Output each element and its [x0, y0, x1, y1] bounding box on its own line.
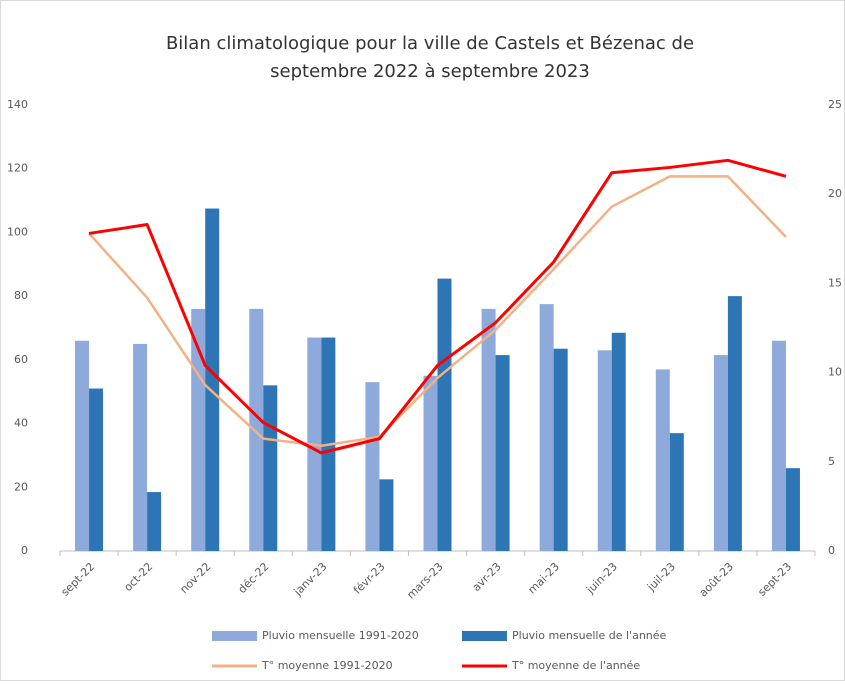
bar [263, 385, 278, 551]
bar [611, 332, 626, 551]
bar [553, 348, 568, 551]
bar [669, 433, 684, 551]
legend-label: Pluvio mensuelle de l'année [512, 629, 667, 642]
y-tick-label: 40 [14, 417, 28, 430]
legend-swatch [462, 631, 507, 641]
chart-title: septembre 2022 à septembre 2023 [270, 61, 590, 82]
bar [75, 340, 90, 551]
bar [785, 468, 800, 551]
bar [481, 308, 496, 551]
chart-title: Bilan climatologique pour la ville de Ca… [166, 33, 694, 54]
legend-label: T° moyenne 1991-2020 [261, 659, 393, 672]
bar [771, 340, 786, 551]
bar [655, 369, 670, 551]
y-tick-label: 120 [7, 162, 28, 175]
y2-tick-label: 10 [828, 366, 842, 379]
bar [539, 304, 554, 551]
y2-tick-label: 25 [828, 98, 842, 111]
bar [379, 479, 394, 551]
bar [365, 382, 380, 551]
bar [205, 208, 220, 552]
y-tick-label: 0 [21, 544, 28, 557]
y-tick-label: 140 [7, 98, 28, 111]
bar [89, 388, 104, 551]
bar [437, 278, 452, 551]
bar [495, 355, 510, 551]
bar [423, 375, 438, 551]
bar [133, 343, 148, 551]
y2-tick-label: 5 [828, 455, 835, 468]
y2-tick-label: 15 [828, 276, 842, 289]
bar [727, 296, 742, 551]
bar [713, 355, 728, 551]
y-tick-label: 60 [14, 353, 28, 366]
y2-tick-label: 0 [828, 544, 835, 557]
y2-tick-label: 20 [828, 187, 842, 200]
line [88, 158, 787, 455]
bar [147, 492, 162, 551]
y-tick-label: 80 [14, 289, 28, 302]
legend-label: T° moyenne de l'année [511, 659, 640, 672]
y-tick-label: 20 [14, 480, 28, 493]
bar [249, 308, 264, 551]
line [88, 175, 787, 447]
bar [597, 350, 612, 551]
y-tick-label: 100 [7, 225, 28, 238]
legend-swatch [212, 631, 257, 641]
legend-label: Pluvio mensuelle 1991-2020 [262, 629, 419, 642]
